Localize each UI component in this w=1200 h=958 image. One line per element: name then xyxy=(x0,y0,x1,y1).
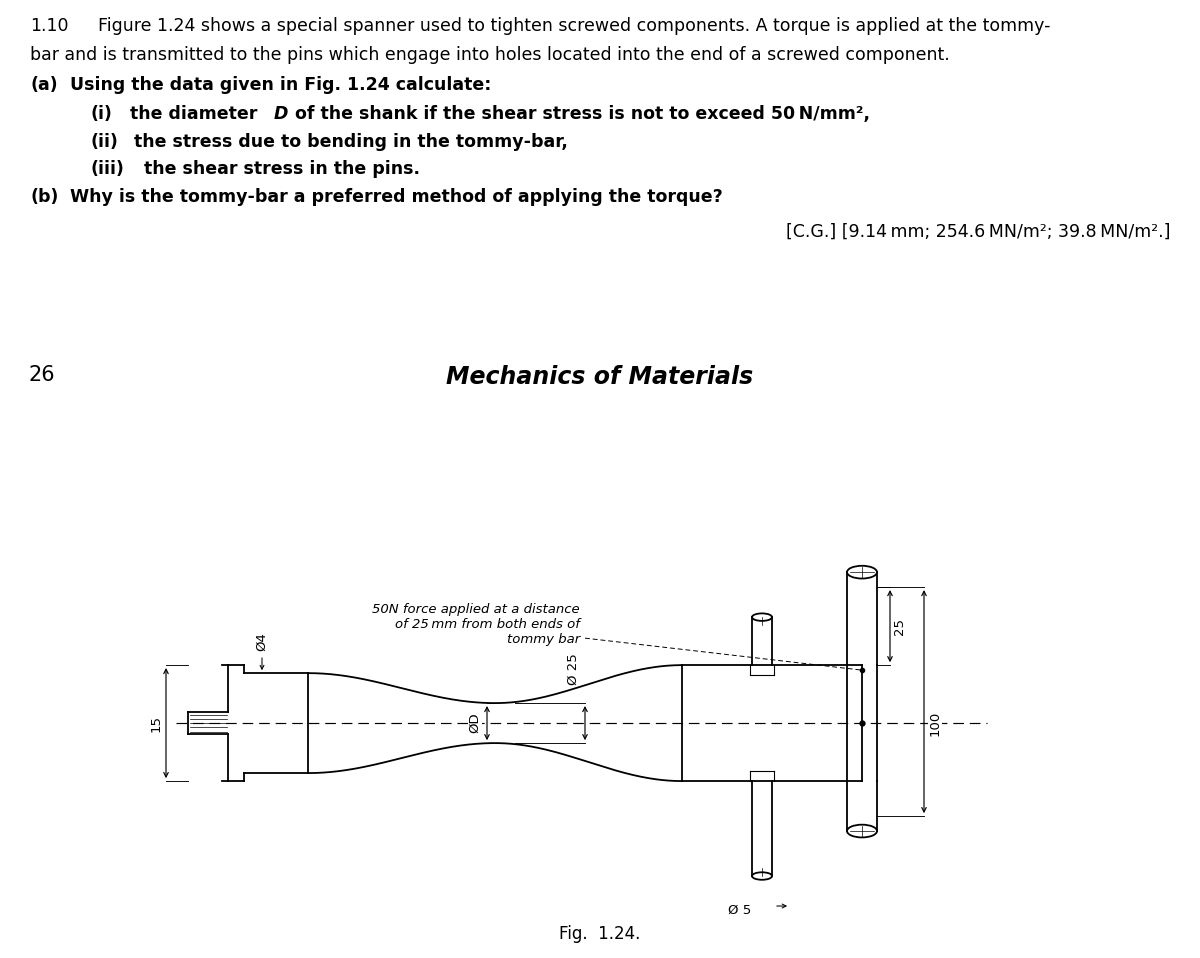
Ellipse shape xyxy=(752,873,772,879)
Text: Fig.  1.24.: Fig. 1.24. xyxy=(559,925,641,943)
Ellipse shape xyxy=(847,825,877,837)
Ellipse shape xyxy=(752,613,772,621)
Text: of the shank if the shear stress is not to exceed 50 N/mm²,: of the shank if the shear stress is not … xyxy=(289,105,870,124)
Text: bar and is transmitted to the pins which engage into holes located into the end : bar and is transmitted to the pins which… xyxy=(30,46,949,64)
Text: (iii): (iii) xyxy=(90,160,124,178)
Text: the diameter: the diameter xyxy=(130,105,263,124)
Text: ØD: ØD xyxy=(468,713,481,734)
Text: [C.G.] [9.14 mm; 254.6 MN/m²; 39.8 MN/m².]: [C.G.] [9.14 mm; 254.6 MN/m²; 39.8 MN/m²… xyxy=(786,223,1170,241)
Text: D: D xyxy=(274,105,288,124)
Text: (b): (b) xyxy=(30,188,59,206)
Text: the stress due to bending in the tommy-bar,: the stress due to bending in the tommy-b… xyxy=(134,133,569,150)
Text: 15: 15 xyxy=(150,715,162,732)
Text: 50N force applied at a distance
of 25 mm from both ends of
tommy bar: 50N force applied at a distance of 25 mm… xyxy=(372,604,580,646)
Ellipse shape xyxy=(847,566,877,579)
Text: (a): (a) xyxy=(30,76,58,94)
Text: Ø 5: Ø 5 xyxy=(728,904,751,917)
Text: Mechanics of Materials: Mechanics of Materials xyxy=(446,365,754,389)
Text: Ø4: Ø4 xyxy=(256,632,269,651)
Text: (ii): (ii) xyxy=(90,133,118,150)
Text: the shear stress in the pins.: the shear stress in the pins. xyxy=(144,160,420,178)
Text: 100: 100 xyxy=(929,711,942,736)
Text: 25: 25 xyxy=(894,618,906,634)
Text: 1.10: 1.10 xyxy=(30,17,68,34)
Text: (i): (i) xyxy=(90,105,112,124)
Text: 26: 26 xyxy=(28,365,55,385)
Text: Using the data given in Fig. 1.24 calculate:: Using the data given in Fig. 1.24 calcul… xyxy=(70,76,491,94)
Text: Figure 1.24 shows a special spanner used to tighten screwed components. A torque: Figure 1.24 shows a special spanner used… xyxy=(98,17,1051,34)
Text: Ø 25: Ø 25 xyxy=(566,653,580,685)
Text: Why is the tommy-bar a preferred method of applying the torque?: Why is the tommy-bar a preferred method … xyxy=(70,188,722,206)
